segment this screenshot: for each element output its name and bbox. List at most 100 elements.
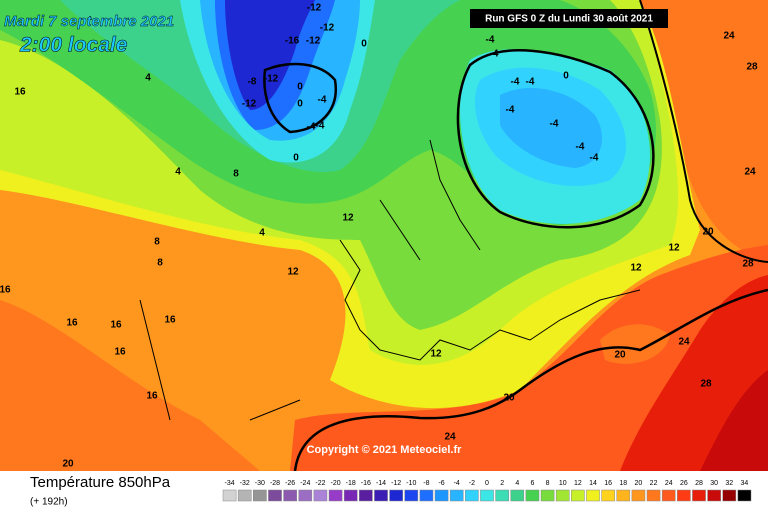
colorbar-swatch [465,489,479,502]
contour-label: -4 [486,35,495,46]
contour-label: -4 [307,122,316,133]
contour-label: -12 [242,99,257,110]
contour-label: 8 [157,258,163,269]
contour-label: 28 [746,62,758,73]
colorbar-tick-label: 0 [485,480,489,487]
contour-label: -12 [320,23,335,34]
contour-label: 0 [297,82,303,93]
contour-label: 16 [146,391,158,402]
colorbar-tick-label: -32 [240,480,250,487]
colorbar-tick-label: 18 [619,480,627,487]
colorbar-swatch [222,489,237,502]
colorbar-tick-label: -2 [469,480,475,487]
contour-label: 16 [0,285,11,296]
colorbar-swatch [586,489,600,502]
colorbar-swatch [677,489,691,502]
colorbar-swatch [555,489,570,502]
colorbar-swatch [298,489,313,502]
colorbar-tick-label: -8 [423,480,429,487]
colorbar-tick-label: -34 [225,480,235,487]
colorbar-tick-label: 2 [500,480,504,487]
contour-label: 24 [744,167,756,178]
contour-label: 0 [563,71,569,82]
contour-label: -8 [248,77,257,88]
colorbar-swatch [374,489,388,502]
contour-label: 20 [503,393,515,404]
contour-label: 16 [14,87,26,98]
colorbar-swatch [525,489,540,502]
contour-label: -4 [506,105,515,116]
contour-label: 0 [293,153,299,164]
colorbar-tick-label: 20 [635,480,643,487]
colorbar-swatch [510,489,525,502]
contour-label: 24 [444,432,456,443]
colorbar-tick-label: -20 [331,480,341,487]
colorbar-swatch [253,489,267,502]
colorbar-tick-label: 34 [741,480,749,487]
colorbar-swatch [237,489,252,502]
colorbar-swatch [480,489,494,502]
run-box [470,9,668,28]
colorbar-swatch [419,489,434,502]
colorbar-swatch [722,489,737,502]
colorbar-tick-label: 26 [680,480,688,487]
colorbar-swatch [389,489,403,502]
colorbar-swatch [313,489,328,502]
contour-label: 24 [678,337,690,348]
colorbar-tick-label: 4 [515,480,519,487]
contour-label: 12 [342,213,354,224]
contour-label: 8 [154,237,160,248]
colorbar-tick-label: 22 [650,480,658,487]
colorbar-tick-label: -28 [270,480,280,487]
contour-label: 0 [297,99,303,110]
contour-label: -12 [264,74,279,85]
contour-label: 20 [614,350,626,361]
colorbar-tick-label: -4 [454,480,460,487]
colorbar-swatch [359,489,373,502]
colorbar-tick-label: 10 [559,480,567,487]
colorbar-tick-label: -18 [346,480,356,487]
contour-label: 16 [66,318,78,329]
contour-label: -4 [526,77,535,88]
colorbar-swatch [571,489,585,502]
colorbar-tick-label: 32 [725,480,733,487]
colorbar-tick-label: -26 [285,480,295,487]
colorbar-tick-label: -24 [300,480,310,487]
contour-label: 12 [630,263,642,274]
colorbar-tick-label: -6 [438,480,444,487]
contour-label: -12 [307,3,322,14]
colorbar-tick-label: -22 [315,480,325,487]
colorbar-tick-label: -10 [406,480,416,487]
colorbar-swatch [434,489,449,502]
contour-label: -4 [590,153,599,164]
colorbar-swatch [616,489,631,502]
colorbar-tick-label: 8 [546,480,550,487]
contour-label: 20 [702,227,714,238]
colorbar-swatch [495,489,509,502]
contour-label: -4 [511,77,520,88]
contour-label: 4 [145,73,151,84]
colorbar-swatch [737,489,752,502]
contour-label: -12 [306,36,321,47]
contour-label: 16 [164,315,176,326]
colorbar-swatch [707,489,721,502]
colorbar-swatch [404,489,419,502]
contour-label: 4 [259,228,265,239]
colorbar-tick-label: 28 [695,480,703,487]
colorbar-swatch [631,489,646,502]
colorbar-tick-label: 6 [530,480,534,487]
contour-label: -4 [490,49,499,60]
contour-label: 24 [723,31,735,42]
contour-label: 4 [175,167,181,178]
colorbar-tick-label: 16 [604,480,612,487]
colorbar-tick-label: 30 [710,480,718,487]
run: Run GFS 0 Z du Lundi 30 août 2021 [485,14,653,25]
colorbar-swatch [343,489,358,502]
date: Mardi 7 septembre 2021 [4,13,174,30]
footer-subtitle: (+ 192h) [30,497,68,508]
colorbar-tick-label: -14 [376,480,386,487]
colorbar-tick-label: -30 [255,480,265,487]
colorbar-swatch [449,489,464,502]
contour-label: -16 [285,36,300,47]
